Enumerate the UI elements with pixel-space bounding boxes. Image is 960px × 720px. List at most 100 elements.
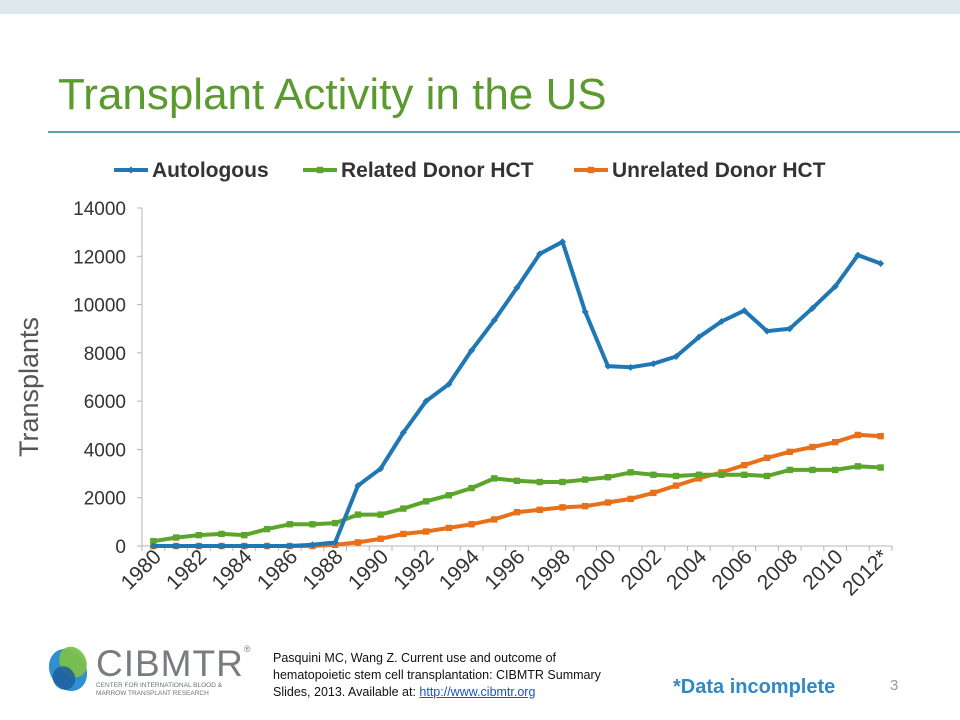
related-donor-point [286, 521, 293, 528]
autologous-point [149, 542, 157, 550]
unrelated-donor-point [536, 506, 543, 513]
related-donor-point [491, 475, 498, 482]
x-tick-label: 2006 [708, 545, 757, 594]
autologous-point [649, 360, 657, 368]
related-donor-point [316, 166, 324, 174]
unrelated-donor-point [491, 516, 498, 523]
unrelated-donor-point [559, 504, 566, 511]
related-donor-point [786, 466, 793, 474]
related-donor-point [581, 476, 589, 483]
related-donor-point [854, 463, 862, 470]
y-tick-label: 12000 [73, 247, 126, 268]
unrelated-donor-point [354, 539, 362, 546]
autologous-point [581, 308, 589, 316]
unrelated-donor-point [445, 524, 453, 532]
x-tick-label: 2002 [617, 545, 666, 594]
related-donor-point [377, 511, 384, 518]
unrelated-donor-point [604, 499, 612, 506]
unrelated-donor-point [627, 495, 634, 503]
related-donor-point [718, 471, 725, 478]
unrelated-donor-point [587, 166, 595, 174]
autologous-point [468, 346, 476, 354]
autologous-point [877, 260, 885, 268]
unrelated-donor-point [422, 528, 430, 535]
autologous-point [627, 363, 635, 371]
autologous-point [422, 397, 430, 405]
autologous-point [695, 333, 703, 341]
autologous-point [854, 251, 862, 259]
title-divider [48, 131, 960, 133]
page-number: 3 [890, 677, 899, 694]
related-donor-point [627, 469, 634, 476]
related-donor-point [809, 466, 816, 474]
related-donor-point [331, 519, 339, 527]
unrelated-donor-point [468, 521, 475, 528]
logo-subtitle: CENTER FOR INTERNATIONAL BLOOD & MARROW … [96, 682, 223, 697]
citation: Pasquini MC, Wang Z. Current use and out… [273, 650, 633, 701]
autologous-point [240, 542, 248, 550]
related-donor-point [695, 471, 703, 478]
unrelated-donor-point [831, 438, 839, 446]
x-tick-label: 1992 [389, 545, 438, 594]
unrelated-donor-point [741, 461, 748, 469]
related-donor-point [422, 498, 430, 505]
related-donor-point [650, 471, 657, 478]
related-donor-point [831, 466, 839, 474]
y-tick-label: 4000 [84, 440, 126, 461]
y-axis-title: Transplants [14, 317, 44, 457]
related-donor-point [877, 464, 884, 471]
related-donor-line [151, 464, 883, 544]
y-tick-label: 14000 [73, 199, 126, 220]
autologous-point [218, 542, 226, 550]
related-donor-point [309, 521, 316, 528]
y-tick-label: 0 [115, 537, 126, 558]
related-donor-point [604, 473, 612, 481]
unrelated-donor-point [786, 448, 793, 456]
x-tick-label: 1998 [526, 545, 575, 594]
unrelated-donor-point [877, 432, 884, 440]
autologous-point [740, 307, 748, 315]
autologous-point [513, 284, 521, 292]
y-tick-label: 10000 [73, 296, 126, 317]
logo-dark-leaf-icon [52, 666, 76, 690]
citation-link[interactable]: http://www.cibmtr.org [419, 685, 536, 699]
x-tick-label: 1984 [208, 545, 258, 595]
related-donor-point [559, 478, 566, 486]
autologous-point [672, 352, 680, 360]
autologous-point [399, 429, 407, 437]
autologous-point [195, 542, 203, 550]
autologous-point [763, 327, 771, 335]
x-tick-label: 1990 [344, 545, 393, 594]
autologous-point [490, 316, 498, 324]
autologous-point [536, 250, 544, 258]
autologous-point [331, 538, 339, 546]
y-tick-label: 6000 [84, 392, 126, 413]
y-tick-label: 2000 [84, 489, 126, 510]
related-donor-point [172, 534, 180, 541]
autologous-point [604, 362, 612, 370]
autologous-point [558, 238, 566, 246]
related-donor-point [195, 531, 203, 539]
unrelated-donor-point [377, 535, 384, 542]
unrelated-donor-point [581, 502, 589, 510]
autologous-point [308, 541, 316, 549]
related-donor-point [241, 531, 248, 539]
autologous-point [831, 282, 839, 290]
autologous-point [127, 166, 135, 174]
related-donor-point [354, 511, 362, 518]
related-donor-point [513, 477, 521, 485]
autologous-point [354, 482, 362, 490]
logo-wordmark: CIBMTR® [96, 643, 252, 684]
autologous-point [377, 465, 385, 473]
data-incomplete-note: *Data incomplete [673, 676, 836, 698]
related-donor-point [536, 478, 543, 486]
related-donor-point [672, 472, 680, 480]
related-donor-point [218, 530, 225, 538]
x-tick-label: 2008 [753, 545, 802, 594]
unrelated-donor-point [400, 530, 407, 538]
cibmtr-logo-icon [48, 646, 88, 692]
x-tick-label: 1982 [162, 545, 211, 594]
related-donor-point [263, 525, 271, 533]
autologous-point [718, 317, 726, 325]
x-tick-label: 2000 [571, 545, 620, 594]
